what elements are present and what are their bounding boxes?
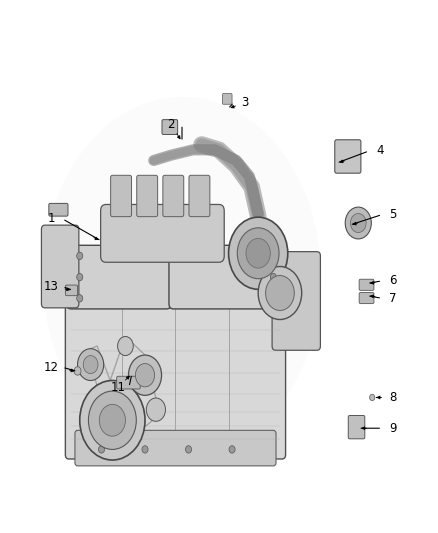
Circle shape	[78, 349, 104, 381]
Text: 5: 5	[389, 208, 397, 221]
FancyBboxPatch shape	[272, 252, 321, 350]
Text: 4: 4	[376, 144, 384, 157]
FancyBboxPatch shape	[42, 225, 79, 308]
Circle shape	[246, 238, 270, 268]
Circle shape	[142, 446, 148, 453]
Circle shape	[270, 252, 276, 260]
FancyBboxPatch shape	[359, 293, 374, 304]
FancyBboxPatch shape	[111, 175, 131, 216]
Text: 13: 13	[44, 280, 59, 293]
Circle shape	[265, 276, 294, 311]
FancyBboxPatch shape	[223, 94, 232, 104]
Text: 12: 12	[44, 361, 59, 374]
FancyBboxPatch shape	[162, 119, 178, 134]
Circle shape	[270, 273, 276, 281]
Text: 7: 7	[389, 292, 397, 305]
FancyBboxPatch shape	[137, 175, 158, 216]
Text: 1: 1	[48, 212, 55, 225]
FancyBboxPatch shape	[348, 416, 365, 439]
Circle shape	[270, 295, 276, 302]
Circle shape	[77, 273, 83, 281]
Circle shape	[83, 356, 98, 374]
FancyBboxPatch shape	[65, 285, 78, 296]
Text: 2: 2	[167, 118, 175, 131]
Circle shape	[117, 336, 133, 356]
FancyBboxPatch shape	[75, 430, 276, 466]
FancyBboxPatch shape	[67, 245, 171, 309]
Circle shape	[77, 252, 83, 260]
Text: 11: 11	[110, 381, 126, 394]
Circle shape	[229, 446, 235, 453]
Text: 3: 3	[241, 95, 249, 109]
Circle shape	[74, 367, 81, 375]
Circle shape	[99, 405, 125, 436]
FancyBboxPatch shape	[359, 279, 374, 290]
FancyBboxPatch shape	[65, 297, 286, 459]
Circle shape	[350, 214, 366, 232]
FancyBboxPatch shape	[101, 205, 224, 262]
Ellipse shape	[43, 97, 321, 457]
Circle shape	[128, 355, 162, 395]
FancyBboxPatch shape	[189, 175, 210, 216]
FancyBboxPatch shape	[335, 140, 361, 173]
Circle shape	[345, 207, 371, 239]
Circle shape	[135, 364, 155, 387]
Circle shape	[229, 217, 288, 289]
Circle shape	[80, 381, 145, 460]
Circle shape	[258, 266, 302, 319]
FancyBboxPatch shape	[117, 376, 140, 389]
Circle shape	[99, 446, 105, 453]
Circle shape	[88, 391, 136, 449]
Circle shape	[185, 446, 191, 453]
Text: 6: 6	[389, 274, 397, 287]
Text: 8: 8	[389, 391, 397, 404]
Circle shape	[370, 394, 375, 401]
FancyBboxPatch shape	[163, 175, 184, 216]
Circle shape	[146, 398, 166, 421]
Circle shape	[237, 228, 279, 279]
Circle shape	[77, 295, 83, 302]
FancyBboxPatch shape	[49, 204, 68, 216]
FancyBboxPatch shape	[169, 245, 278, 309]
Text: 9: 9	[389, 422, 397, 435]
